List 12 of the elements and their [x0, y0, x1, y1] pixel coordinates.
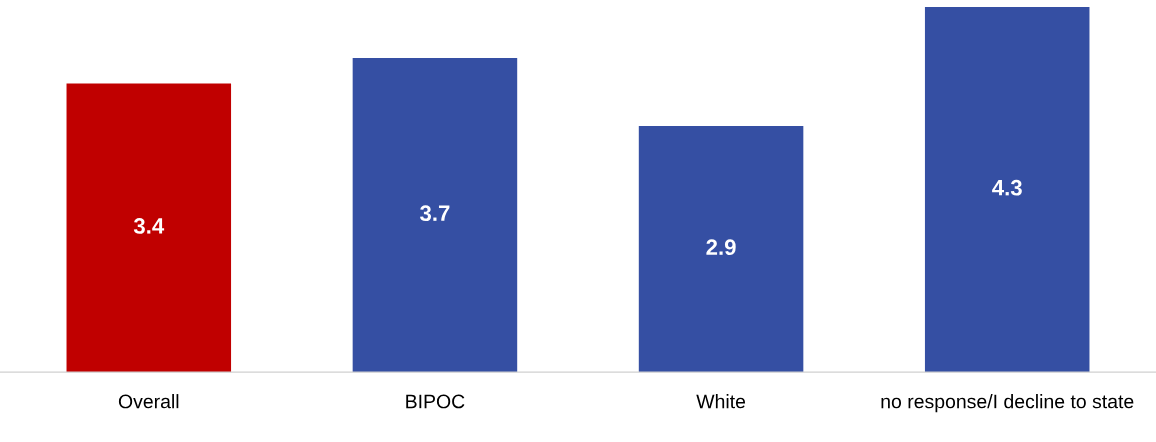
x-tick-label: no response/I decline to state: [881, 394, 1134, 413]
data-label: 2.9: [706, 239, 736, 256]
x-tick-label: White: [696, 394, 746, 409]
bar: [638, 125, 804, 373]
x-tick-label: Overall: [118, 394, 179, 409]
bar: [352, 58, 518, 373]
bar: [66, 83, 232, 373]
bar: [924, 7, 1090, 373]
data-label: 3.4: [133, 218, 165, 234]
data-label: 4.3: [992, 179, 1022, 196]
x-tick-label: BIPOC: [406, 394, 465, 409]
data-label: 3.7: [420, 205, 450, 222]
